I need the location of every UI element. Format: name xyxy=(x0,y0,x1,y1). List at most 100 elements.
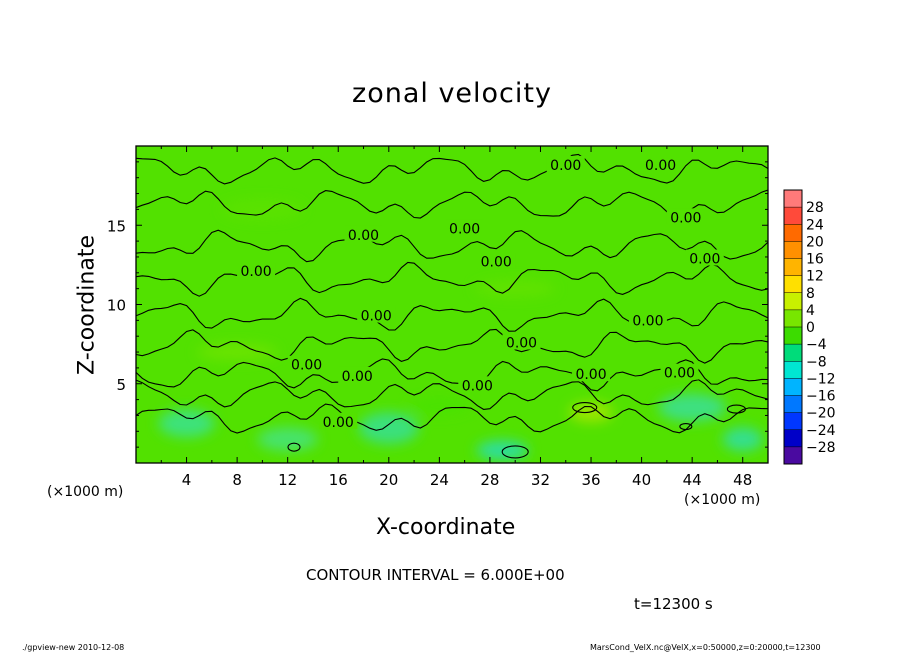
chart-title: zonal velocity xyxy=(352,78,552,109)
contour-label: 0.00 xyxy=(323,415,354,431)
contour-interval-text: CONTOUR INTERVAL = 6.000E+00 xyxy=(306,566,565,584)
plot-area: 0.00 0.00 0.00 0.00 0.00 0.00 0.00 0.00 0.00 0.00… xyxy=(135,145,769,464)
field-shade xyxy=(658,393,727,422)
y-axis: 5 10 15 xyxy=(107,161,768,448)
contour-label-bg xyxy=(502,333,541,350)
contour-labels: 0.00 0.00 0.00 0.00 0.00 0.00 0.00 0.00 0.00 0.00… xyxy=(237,156,724,431)
contour-closed xyxy=(287,442,301,452)
colorbar-label: −12 xyxy=(806,371,836,387)
colorbar-swatch xyxy=(784,378,802,396)
x-tick-label: 12 xyxy=(278,471,297,489)
contour-line xyxy=(136,229,768,263)
colorbar-swatch xyxy=(784,258,802,277)
contour-label-bg xyxy=(319,412,358,429)
y-tick-label: 15 xyxy=(107,217,126,235)
colorbar-swatch xyxy=(784,275,802,294)
colorbar-label: 0 xyxy=(806,320,815,336)
field-shade xyxy=(722,427,763,452)
contour-label-bg xyxy=(338,366,377,383)
contour-closed xyxy=(572,401,598,414)
contour-line xyxy=(136,403,768,434)
field-shade xyxy=(475,280,556,297)
field-shade xyxy=(158,409,215,438)
contour-label-bg xyxy=(287,355,326,372)
x-tick-label: 44 xyxy=(683,471,702,489)
contour-label-bg xyxy=(477,252,516,269)
colorbar-label: −24 xyxy=(806,423,836,439)
colorbar-swatch xyxy=(784,344,802,362)
colorbar-label: 20 xyxy=(806,234,824,250)
colorbar-label: 28 xyxy=(806,200,824,216)
contour-label: 0.00 xyxy=(449,221,480,237)
x-tick-label: 48 xyxy=(733,471,752,489)
time-label: t=12300 s xyxy=(634,595,713,613)
colorbar-swatch xyxy=(784,429,802,448)
x-tick-label: 4 xyxy=(182,471,192,489)
contour-label-bg xyxy=(445,219,484,236)
colorbar-swatch xyxy=(784,327,802,345)
colorbar-swatch xyxy=(784,309,802,328)
colorbar-label: 4 xyxy=(806,303,815,319)
contour-label-bg xyxy=(666,208,705,225)
colorbar-swatch xyxy=(784,395,802,414)
colorbar-label: −16 xyxy=(806,389,836,405)
colorbar-swatch xyxy=(784,241,802,259)
colorbar-swatch xyxy=(784,446,802,465)
velocity-field xyxy=(158,199,763,461)
contour-label: 0.00 xyxy=(481,255,512,271)
colorbar-label: −20 xyxy=(806,406,836,422)
colorbar-label: −4 xyxy=(806,337,827,353)
contour-label-bg xyxy=(357,306,396,323)
colorbar-swatch xyxy=(784,224,802,242)
contour-label-bg xyxy=(546,156,585,173)
contour-label-bg xyxy=(237,262,276,279)
colorbar-swatch xyxy=(784,361,802,379)
x-tick-label: 20 xyxy=(379,471,398,489)
colorbar-swatch xyxy=(784,190,802,208)
contour-label-bg xyxy=(628,311,667,328)
contour-label-bg xyxy=(660,363,699,380)
contour-label: 0.00 xyxy=(670,210,701,226)
x-axis-label: X-coordinate xyxy=(376,515,516,540)
contour-line xyxy=(136,379,768,410)
z-axis-unit: (×1000 m) xyxy=(47,484,124,500)
field-shade xyxy=(257,427,318,452)
colorbar-label: −28 xyxy=(806,440,836,456)
contour-label: 0.00 xyxy=(664,366,695,382)
contour-label: 0.00 xyxy=(348,228,379,244)
y-tick-label: 10 xyxy=(107,297,126,315)
x-tick-label: 36 xyxy=(581,471,600,489)
contour-closed xyxy=(726,404,746,414)
x-tick-label: 16 xyxy=(329,471,348,489)
colorbar-swatch xyxy=(784,292,802,311)
y-axis-label: Z-coordinate xyxy=(74,235,100,375)
contour-label: 0.00 xyxy=(575,367,606,383)
source-label: MarsCond_VelX.nc@VelX,x=0:50000,z=0:2000… xyxy=(590,643,821,652)
contour-line xyxy=(136,153,768,185)
colorbar-label: 8 xyxy=(806,286,815,302)
contour-label: 0.00 xyxy=(689,252,720,268)
contour-label: 0.00 xyxy=(361,309,392,325)
contour-label: 0.00 xyxy=(291,358,322,374)
y-tick-label: 5 xyxy=(116,376,126,394)
contour-label-bg xyxy=(458,376,497,393)
program-label: ./gpview-new 2010-12-08 xyxy=(22,643,125,652)
contour-closed xyxy=(501,445,529,459)
contour-label-bg xyxy=(344,225,383,242)
contour-line xyxy=(136,328,768,364)
x-tick-label: 8 xyxy=(232,471,242,489)
contour-label: 0.00 xyxy=(240,264,271,280)
colorbar-label: 12 xyxy=(806,269,824,285)
field-shade xyxy=(222,199,303,220)
contour-label: 0.00 xyxy=(550,158,581,174)
field-shade xyxy=(409,397,470,414)
x-tick-label: 28 xyxy=(480,471,499,489)
contour-label-bg xyxy=(685,249,724,266)
x-tick-label: 32 xyxy=(531,471,550,489)
contour-label: 0.00 xyxy=(645,158,676,174)
contour-label: 0.00 xyxy=(632,313,663,329)
contour-label: 0.00 xyxy=(462,378,493,394)
contour-closed xyxy=(679,422,693,431)
